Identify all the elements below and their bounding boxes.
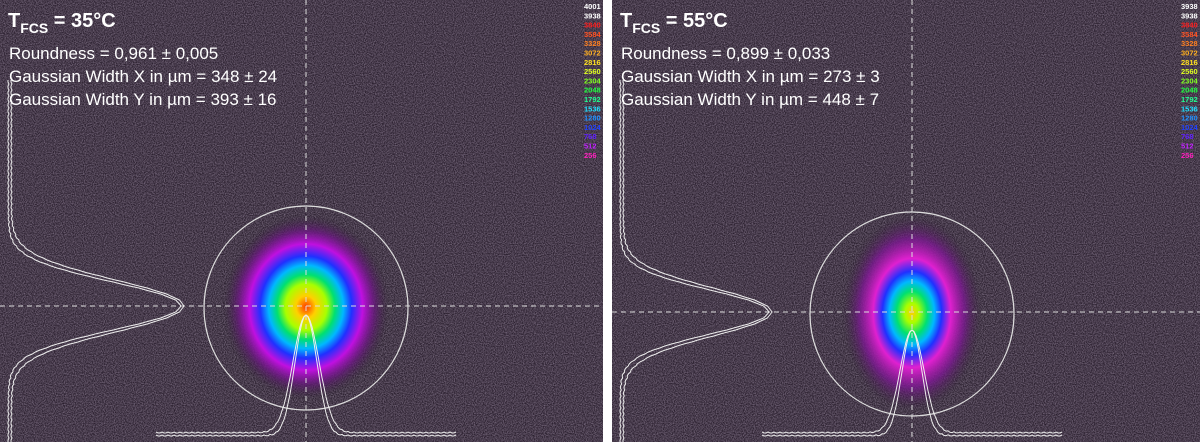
- scale-label: 2304: [1181, 76, 1199, 85]
- title-rest: = 55°C: [660, 10, 727, 32]
- scale-label: 3072: [584, 49, 601, 58]
- scale-label: 2304: [584, 76, 602, 85]
- scale-label: 2816: [584, 58, 601, 67]
- title-sub: FCS: [632, 20, 660, 36]
- scale-label: 256: [1181, 151, 1194, 160]
- measurement: Gaussian Width X in µm = 273 ± 3: [621, 67, 880, 86]
- scale-label: 1536: [1181, 104, 1198, 113]
- scale-label: 1792: [1181, 95, 1198, 104]
- scale-label: 3328: [584, 39, 601, 48]
- title-rest: = 35°C: [48, 10, 115, 32]
- scale-label: 1024: [584, 123, 602, 132]
- beam-panel: TFCS = 55°C Roundness = 0,899 ± 0,033 Gaus…: [612, 0, 1200, 442]
- measurement: Roundness = 0,961 ± 0,005: [9, 44, 218, 63]
- scale-label: 2560: [1181, 67, 1198, 76]
- page: TFCS = 35°CRoundness = 0,961 ± 0,005Gaus…: [0, 0, 1200, 442]
- scale-label: 512: [584, 142, 597, 151]
- scale-label: 1280: [1181, 114, 1198, 123]
- scale-label: 3938: [1181, 2, 1198, 11]
- scale-label: 3584: [584, 30, 602, 39]
- title-main: T: [620, 10, 632, 32]
- scale-label: 768: [1181, 132, 1194, 141]
- scale-label: 3938: [584, 11, 601, 20]
- measurement: Gaussian Width Y in µm = 393 ± 16: [9, 90, 277, 109]
- scale-label: 768: [584, 132, 597, 141]
- scale-label: 1792: [584, 95, 601, 104]
- scale-label: 3328: [1181, 39, 1198, 48]
- scale-label: 2048: [584, 86, 601, 95]
- scale-label: 2816: [1181, 58, 1198, 67]
- scale-label: 1280: [584, 114, 601, 123]
- measurement: Gaussian Width X in µm = 348 ± 24: [9, 67, 277, 86]
- scale-label: 2560: [584, 67, 601, 76]
- measurement: Roundness = 0,899 ± 0,033: [621, 44, 830, 63]
- beam-panel: TFCS = 35°C Roundness = 0,961 ± 0,005 Gaus…: [0, 0, 603, 442]
- scale-label: 3840: [584, 21, 601, 30]
- title-sub: FCS: [20, 20, 48, 36]
- scale-label: 3584: [1181, 30, 1199, 39]
- scale-label: 1536: [584, 104, 601, 113]
- screenshot: TFCS = 35°CRoundness = 0,961 ± 0,005Gaus…: [0, 0, 1200, 442]
- scale-label: 256: [584, 151, 597, 160]
- scale-label: 2048: [1181, 86, 1198, 95]
- measurement: Gaussian Width Y in µm = 448 ± 7: [621, 90, 879, 109]
- scale-label: 1024: [1181, 123, 1199, 132]
- scale-label: 3840: [1181, 21, 1198, 30]
- scale-label: 3938: [1181, 11, 1198, 20]
- scale-label: 4001: [584, 2, 601, 11]
- title-main: T: [8, 10, 20, 32]
- scale-label: 512: [1181, 142, 1194, 151]
- scale-label: 3072: [1181, 49, 1198, 58]
